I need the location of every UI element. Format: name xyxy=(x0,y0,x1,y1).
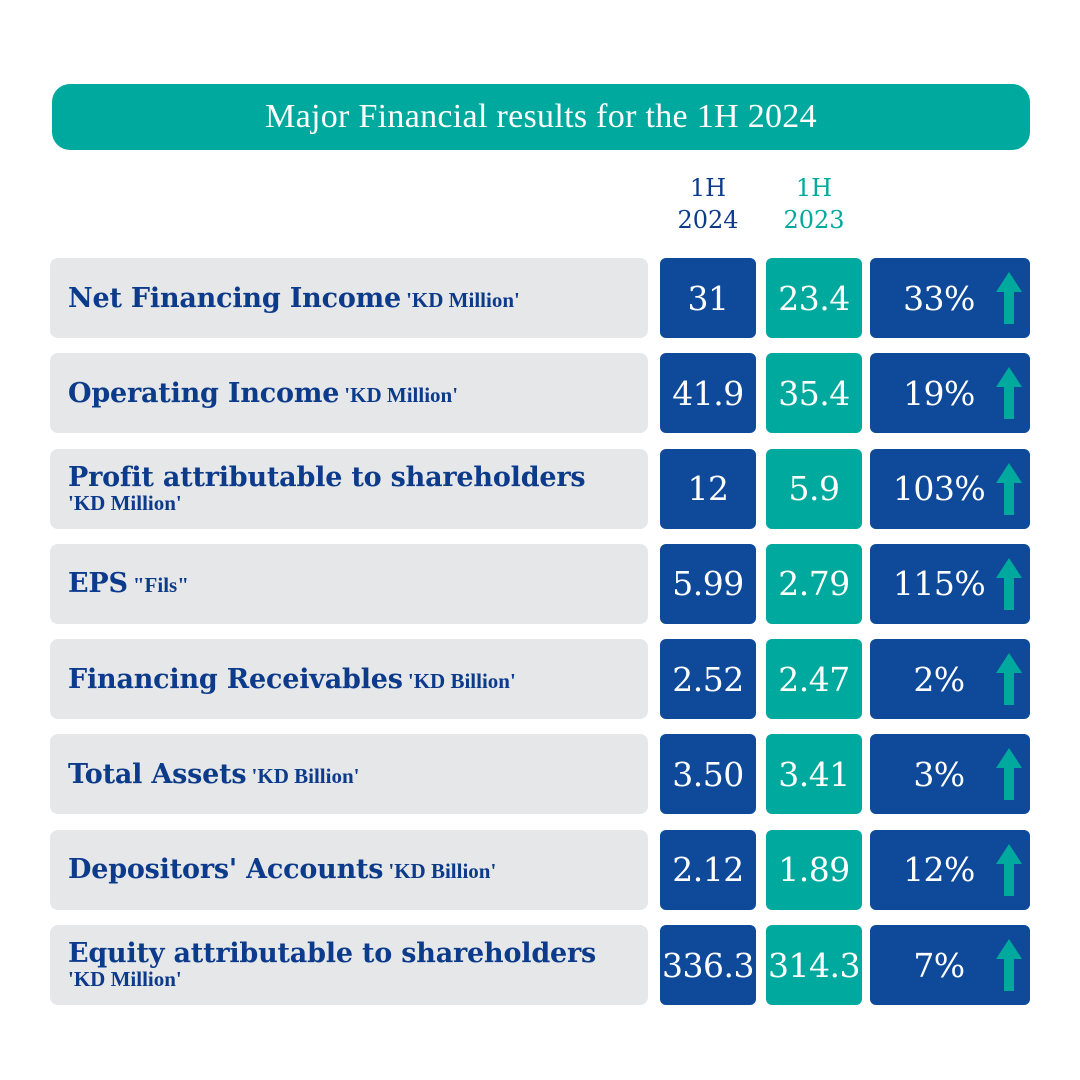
results-table: Net Financing Income 'KD Million' 31 23.… xyxy=(50,258,1030,1020)
table-row: Equity attributable to shareholders 'KD … xyxy=(50,925,1030,1006)
metric-label-box: Total Assets 'KD Billion' xyxy=(50,734,648,815)
metric-label-box: Financing Receivables 'KD Billion' xyxy=(50,639,648,720)
table-row: Net Financing Income 'KD Million' 31 23.… xyxy=(50,258,1030,338)
metric-label: Net Financing Income xyxy=(68,282,401,314)
metric-label-box: Depositors' Accounts 'KD Billion' xyxy=(50,829,648,910)
up-arrow-icon xyxy=(996,367,1022,420)
change-percent: 33% xyxy=(903,278,975,318)
title-banner: Major Financial results for the 1H 2024 xyxy=(52,84,1030,150)
value-1h-2023: 314.3 xyxy=(766,925,862,1006)
metric-label: EPS xyxy=(68,568,128,600)
change-percent: 115% xyxy=(892,564,986,604)
up-arrow-icon xyxy=(996,843,1022,896)
up-arrow-icon xyxy=(996,939,1022,992)
metric-unit: 'KD Billion' xyxy=(407,668,516,693)
value-1h-2024: 41.9 xyxy=(660,353,756,434)
value-1h-2024: 31 xyxy=(660,258,756,338)
change-box: 19% xyxy=(870,353,1030,434)
value-1h-2023: 1.89 xyxy=(766,829,862,910)
metric-label-box: Profit attributable to shareholders 'KD … xyxy=(50,448,648,529)
metric-unit: 'KD Million' xyxy=(406,287,520,312)
change-percent: 12% xyxy=(903,850,975,890)
metric-label-box: Operating Income 'KD Million' xyxy=(50,353,648,434)
column-header-line1: 1H xyxy=(689,174,727,202)
metric-unit: 'KD Billion' xyxy=(388,859,497,884)
value-1h-2024: 2.52 xyxy=(660,639,756,720)
up-arrow-icon xyxy=(996,462,1022,515)
change-percent: 103% xyxy=(892,469,986,509)
metric-unit: 'KD Million' xyxy=(344,382,459,407)
table-row: Depositors' Accounts 'KD Billion' 2.12 1… xyxy=(50,829,1030,910)
metric-label-box: Equity attributable to shareholders 'KD … xyxy=(50,925,648,1006)
change-box: 7% xyxy=(870,925,1030,1006)
value-1h-2024: 2.12 xyxy=(660,829,756,910)
change-percent: 2% xyxy=(913,659,965,699)
table-row: Profit attributable to shareholders 'KD … xyxy=(50,448,1030,529)
change-box: 103% xyxy=(870,448,1030,529)
value-1h-2023: 2.47 xyxy=(766,639,862,720)
metric-label-box: Net Financing Income 'KD Million' xyxy=(50,258,648,338)
up-arrow-icon xyxy=(996,748,1022,801)
change-percent: 3% xyxy=(913,754,965,794)
metric-unit: 'KD Million' xyxy=(68,967,182,992)
column-header-1h-2024: 1H 2024 xyxy=(660,172,756,236)
up-arrow-icon xyxy=(996,653,1022,706)
value-1h-2023: 3.41 xyxy=(766,734,862,815)
metric-label: Depositors' Accounts xyxy=(68,854,384,886)
column-header-line1: 1H xyxy=(795,174,833,202)
metric-unit: 'KD Billion' xyxy=(251,763,360,788)
table-row: EPS "Fils" 5.99 2.79 115% xyxy=(50,543,1030,624)
metric-label: Total Assets xyxy=(68,758,247,790)
value-1h-2023: 5.9 xyxy=(766,448,862,529)
value-1h-2024: 336.3 xyxy=(660,925,756,1006)
page-title: Major Financial results for the 1H 2024 xyxy=(265,98,817,135)
up-arrow-icon xyxy=(996,557,1022,610)
table-row: Total Assets 'KD Billion' 3.50 3.41 3% xyxy=(50,734,1030,815)
change-box: 12% xyxy=(870,829,1030,910)
change-box: 33% xyxy=(870,258,1030,338)
value-1h-2023: 35.4 xyxy=(766,353,862,434)
change-box: 3% xyxy=(870,734,1030,815)
metric-label: Equity attributable to shareholders xyxy=(68,938,597,970)
column-header-line2: 2023 xyxy=(783,206,845,234)
change-percent: 7% xyxy=(913,945,965,985)
metric-label: Operating Income xyxy=(68,377,340,409)
table-row: Operating Income 'KD Million' 41.9 35.4 … xyxy=(50,353,1030,434)
metric-label: Profit attributable to shareholders xyxy=(68,461,586,493)
column-header-line2: 2024 xyxy=(677,206,739,234)
metric-unit: "Fils" xyxy=(132,573,189,598)
value-1h-2024: 12 xyxy=(660,448,756,529)
metric-unit: 'KD Million' xyxy=(68,490,182,515)
table-row: Financing Receivables 'KD Billion' 2.52 … xyxy=(50,639,1030,720)
change-box: 115% xyxy=(870,543,1030,624)
change-box: 2% xyxy=(870,639,1030,720)
change-percent: 19% xyxy=(903,373,975,413)
column-header-1h-2023: 1H 2023 xyxy=(766,172,862,236)
value-1h-2023: 2.79 xyxy=(766,543,862,624)
value-1h-2023: 23.4 xyxy=(766,258,862,338)
value-1h-2024: 3.50 xyxy=(660,734,756,815)
up-arrow-icon xyxy=(996,272,1022,324)
metric-label: Financing Receivables xyxy=(68,663,403,695)
metric-label-box: EPS "Fils" xyxy=(50,543,648,624)
value-1h-2024: 5.99 xyxy=(660,543,756,624)
